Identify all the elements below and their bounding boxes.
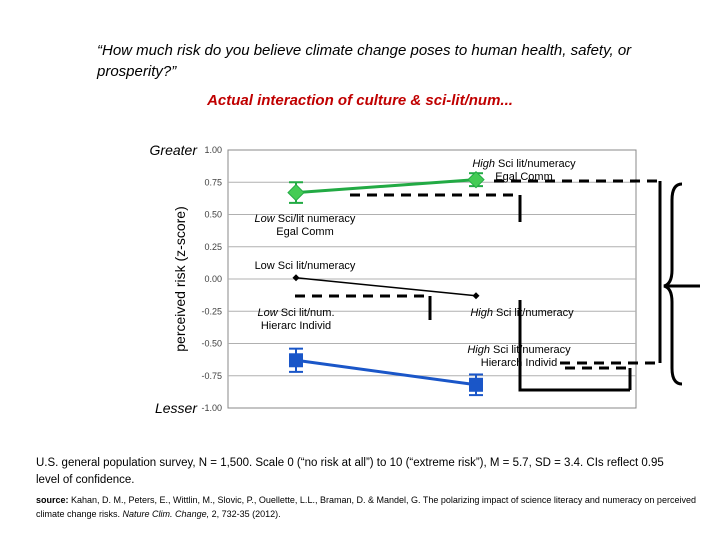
series-line-hierarch <box>295 358 477 387</box>
data-point-hierarch <box>469 377 483 392</box>
data-point-mean <box>472 292 480 300</box>
point-annotation-group: Hierarch Individ <box>481 357 557 369</box>
data-point-egal <box>467 170 485 189</box>
annotation-level: Low <box>257 307 278 319</box>
bracket-low <box>518 195 630 392</box>
y-axis-label: perceived risk (z-score) <box>172 206 188 351</box>
y-tick-label: 0.25 <box>204 242 222 252</box>
bracket-low-ends <box>428 296 632 390</box>
annotation-measure: Sci lit/numeracy <box>490 344 571 356</box>
source-journal: Nature Clim. Change, <box>122 509 210 519</box>
lesser-label: Lesser <box>155 400 198 416</box>
source-label: source: <box>36 495 69 505</box>
y-tick-label: -0.50 <box>201 339 222 349</box>
annotation-measure: Sci lit/numeracy <box>495 158 576 170</box>
survey-question: “How much risk do you believe climate ch… <box>97 42 632 80</box>
series-egal <box>287 170 485 204</box>
point-annotation: High Sci lit/numeracy <box>470 307 574 319</box>
data-point-hierarch <box>289 353 303 368</box>
y-tick-label: 0.75 <box>204 177 222 187</box>
annotation-level: High <box>470 307 493 319</box>
annotation-measure: Sci lit/num. <box>278 307 335 319</box>
y-tick-label: 1.00 <box>204 145 222 155</box>
point-annotation-group: Hierarc Individ <box>261 320 331 332</box>
point-annotation: Low Sci lit/numeracy <box>255 260 356 272</box>
annotation-measure: Sci lit/numeracy <box>493 307 574 319</box>
y-tick-label: 0.50 <box>204 210 222 220</box>
chart-subtitle: Actual interaction of culture & sci-lit/… <box>207 92 513 109</box>
point-annotation-group: Egal Comm <box>276 226 333 238</box>
data-point-egal <box>287 183 305 202</box>
y-tick-label: -0.25 <box>201 306 222 316</box>
point-annotation: High Sci lit/numeracy <box>472 158 576 170</box>
point-annotation: Low Sci/lit numeracy <box>255 213 356 225</box>
series-line-egal <box>295 178 477 195</box>
y-tick-label: -1.00 <box>201 403 222 413</box>
source-tail: 2, 732-35 (2012). <box>209 509 281 519</box>
point-annotation: Low Sci lit/num. <box>257 307 334 319</box>
annotation-measure: Low Sci lit/numeracy <box>255 260 356 272</box>
source-text: Kahan, D. M., Peters, E., Wittlin, M., S… <box>36 495 696 519</box>
series-hierarch <box>289 347 483 397</box>
greater-label: Greater <box>150 142 199 158</box>
annotation-level: Low <box>255 213 276 225</box>
point-annotation-group: Egal Comm <box>495 171 552 183</box>
series-line-mean <box>295 276 477 297</box>
annotation-level: High <box>467 344 490 356</box>
annotation-level: High <box>472 158 495 170</box>
y-tick-label: 0.00 <box>204 274 222 284</box>
y-tick-label: -0.75 <box>201 371 222 381</box>
survey-note: U.S. general population survey, N = 1,50… <box>36 457 664 486</box>
series-mean <box>292 274 480 300</box>
point-annotation: High Sci lit/numeracy <box>467 344 571 356</box>
outer-brace <box>663 182 683 386</box>
annotation-measure: Sci/lit numeracy <box>275 213 356 225</box>
source-citation: source: Kahan, D. M., Peters, E., Wittli… <box>36 493 696 521</box>
data-point-mean <box>292 274 300 282</box>
